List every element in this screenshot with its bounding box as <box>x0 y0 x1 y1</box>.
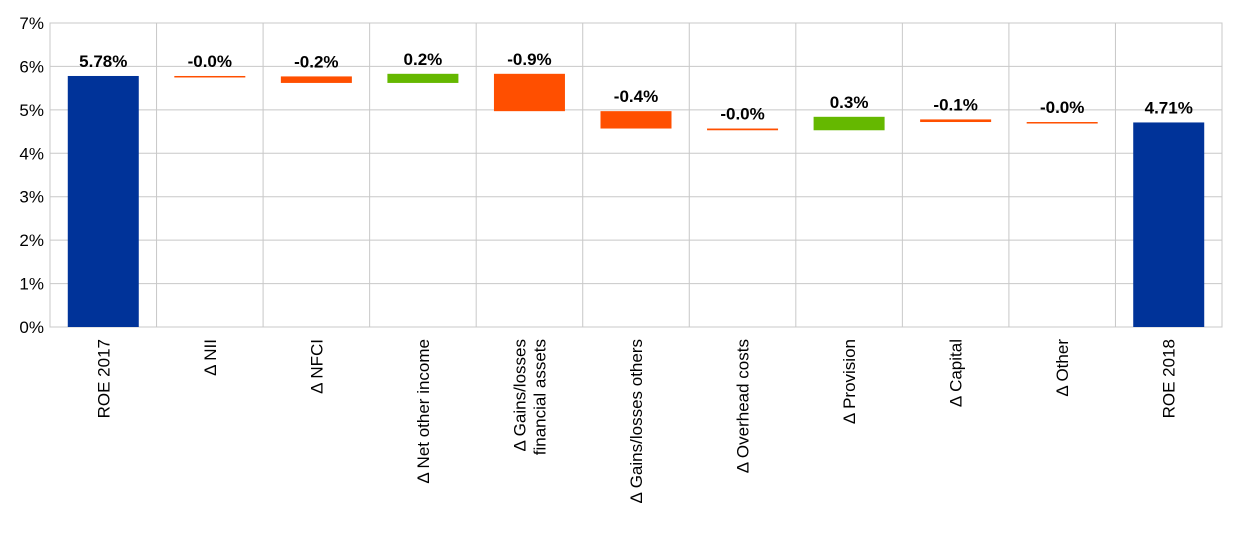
y-tick-label: 6% <box>19 57 44 76</box>
data-label: 5.78% <box>79 52 127 71</box>
bar-negative <box>280 76 352 83</box>
bar-positive <box>387 73 459 83</box>
x-category-label: ROE 2017 <box>94 339 113 418</box>
bar-total <box>67 75 139 328</box>
data-label: -0.4% <box>614 87 658 106</box>
x-category-label: Δ Net other income <box>414 339 433 484</box>
bar-negative <box>493 73 565 112</box>
x-category-label-line: ROE 2018 <box>1160 339 1179 418</box>
data-label: 4.71% <box>1145 98 1193 117</box>
x-category-label-line: Δ Other <box>1053 339 1072 397</box>
data-label: -0.1% <box>933 95 977 114</box>
y-tick-label: 5% <box>19 101 44 120</box>
bar-negative <box>174 75 246 78</box>
data-label: -0.9% <box>507 50 551 69</box>
x-category-label: Δ NII <box>201 339 220 376</box>
grid-layer <box>49 22 1223 328</box>
bar-positive <box>813 116 885 131</box>
y-tick-label: 1% <box>19 275 44 294</box>
x-category-label-line: Δ NFCI <box>307 339 326 394</box>
data-label: -0.0% <box>1040 98 1084 117</box>
x-category-label: Δ Capital <box>947 339 966 407</box>
x-category-label-line: Δ Gains/losses others <box>627 339 646 503</box>
bar-layer <box>67 73 1205 328</box>
x-category-label-line: Δ Overhead costs <box>734 339 753 473</box>
y-tick-label: 7% <box>19 14 44 33</box>
data-label: 0.3% <box>830 93 869 112</box>
data-label: -0.0% <box>188 52 232 71</box>
x-axis-category-labels: ROE 2017 Δ NII Δ NFCI Δ Net other income Δ G… <box>94 339 1178 504</box>
bar-negative <box>600 111 672 129</box>
x-category-label: Δ NFCI <box>307 339 326 394</box>
bar-negative <box>707 128 779 131</box>
y-tick-label: 3% <box>19 188 44 207</box>
y-tick-label: 0% <box>19 318 44 337</box>
bar-negative <box>1026 122 1098 124</box>
x-category-label: ROE 2018 <box>1160 339 1179 418</box>
bar-negative <box>920 119 992 123</box>
y-tick-label: 4% <box>19 144 44 163</box>
x-category-label-line: Δ NII <box>201 339 220 376</box>
x-category-label: Δ Gains/losses financial assets <box>510 339 549 455</box>
data-label: -0.2% <box>294 52 338 71</box>
data-label: 0.2% <box>404 50 443 69</box>
x-category-label: Δ Overhead costs <box>734 339 753 473</box>
data-label-layer: 5.78% -0.0% -0.2% 0.2% -0.9% -0.4% -0.0% 0.3% -0… <box>79 50 1193 124</box>
bar-total <box>1133 122 1205 327</box>
x-category-label-line: Δ Capital <box>947 339 966 407</box>
x-category-label-line: financial assets <box>530 339 549 455</box>
x-category-label: Δ Gains/losses others <box>627 339 646 503</box>
x-category-label: Δ Other <box>1053 339 1072 397</box>
y-tick-label: 2% <box>19 231 44 250</box>
x-category-label-line: ROE 2017 <box>94 339 113 418</box>
y-axis-tick-labels: 0% 1% 2% 3% 4% 5% 6% 7% <box>19 14 44 337</box>
x-category-label-line: Δ Provision <box>840 339 859 424</box>
x-category-label-line: Δ Net other income <box>414 339 433 484</box>
data-label: -0.0% <box>720 105 764 124</box>
x-category-label-line: Δ Gains/losses <box>510 339 529 451</box>
x-category-label: Δ Provision <box>840 339 859 424</box>
